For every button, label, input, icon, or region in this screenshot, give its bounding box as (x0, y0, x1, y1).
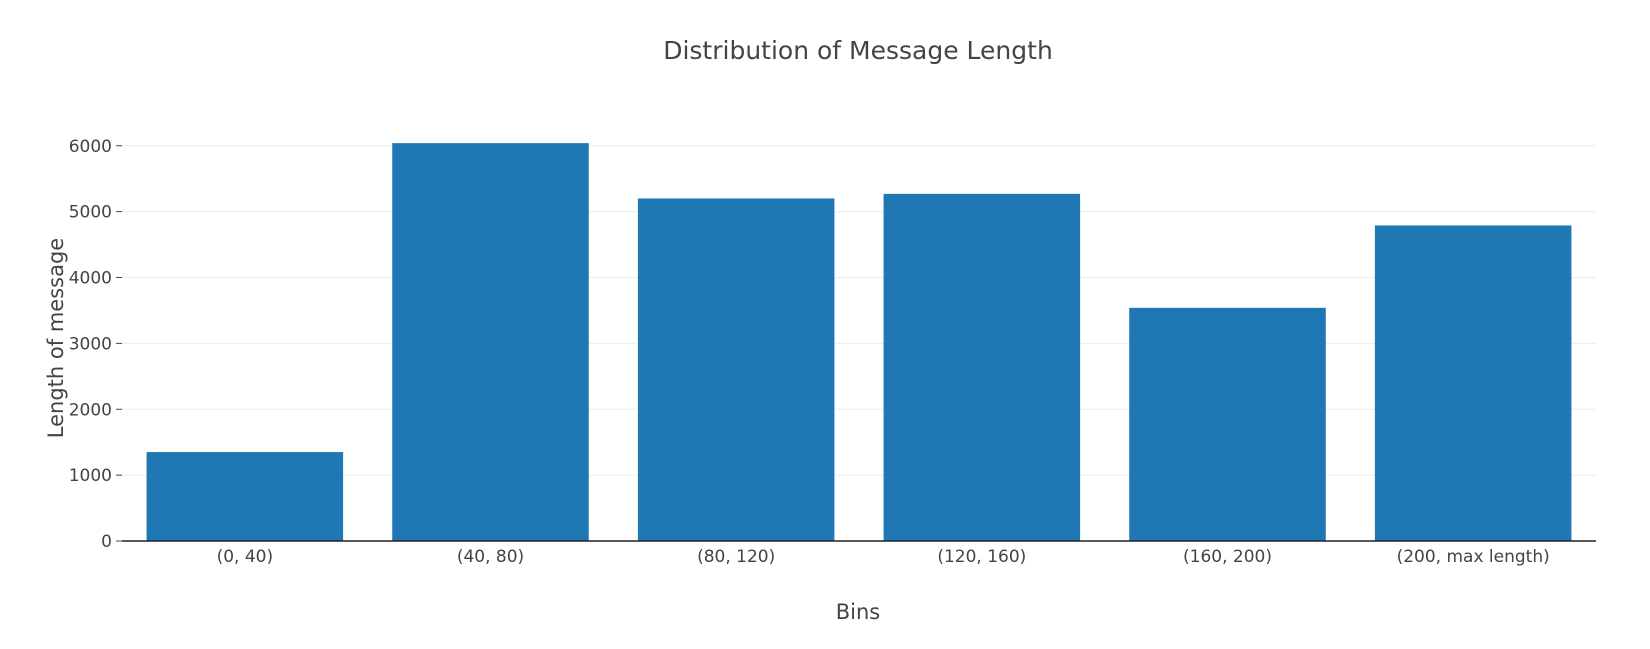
x-tick-label: (160, 200) (1183, 547, 1272, 567)
y-tick-label: 1000 (69, 466, 112, 486)
x-tick-label: (120, 160) (937, 547, 1026, 567)
bar (1374, 225, 1572, 541)
bar (637, 198, 835, 541)
bar (1129, 307, 1326, 541)
bar (392, 143, 589, 541)
y-axis-title: Length of message (44, 238, 68, 438)
x-tick-label: (0, 40) (217, 547, 274, 567)
x-tick-label: (200, max length) (1397, 547, 1550, 567)
bar (146, 452, 344, 541)
y-tick-label: 2000 (69, 400, 112, 420)
x-axis-title: Bins (836, 600, 881, 624)
chart-title: Distribution of Message Length (663, 36, 1053, 65)
x-tick-labels: (0, 40) (40, 80) (80, 120) (120, 160) (160, … (217, 547, 1550, 567)
x-tick-label: (80, 120) (697, 547, 775, 567)
y-tick-label: 3000 (69, 334, 112, 354)
bar (883, 193, 1081, 541)
y-tick-label: 0 (101, 532, 112, 552)
bars (146, 143, 1572, 541)
x-tick-label: (40, 80) (457, 547, 524, 567)
y-tick-labels: 0 1000 2000 3000 4000 5000 6000 (69, 137, 122, 552)
gridlines (122, 145, 1596, 476)
y-tick-label: 4000 (69, 269, 112, 289)
y-tick-label: 6000 (69, 137, 112, 157)
y-tick-label: 5000 (69, 203, 112, 223)
